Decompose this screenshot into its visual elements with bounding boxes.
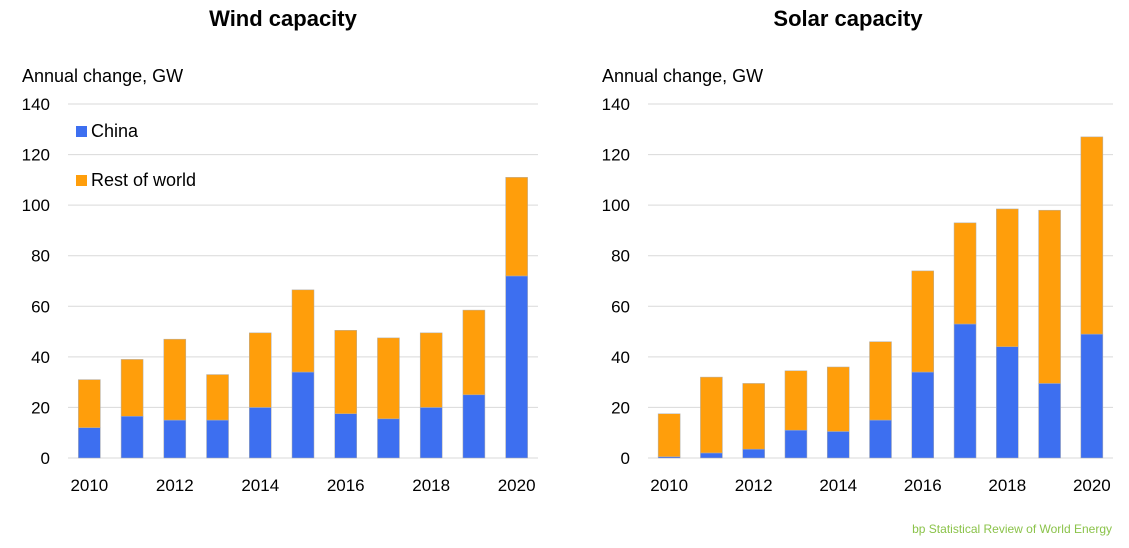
y-tick-label: 80 (611, 247, 630, 266)
bar-china (163, 419, 187, 459)
bar-rest-of-world (249, 332, 272, 408)
bar-rest-of-world (869, 341, 892, 421)
bar-rest-of-world (1038, 209, 1061, 384)
bar-china (462, 394, 486, 459)
y-tick-label: 140 (22, 95, 50, 114)
bar-rest-of-world (291, 289, 315, 373)
y-tick-label: 100 (22, 196, 50, 215)
bar-rest-of-world (911, 270, 935, 373)
y-tick-label: 0 (41, 449, 50, 468)
bar-rest-of-world (953, 222, 977, 325)
wind-capacity-panel: Wind capacity Annual change, GW 0 20 40 60 80 1… (22, 6, 538, 495)
bar-rest-of-world (206, 374, 229, 421)
bar-china (826, 431, 850, 459)
bar-rest-of-world (78, 379, 101, 428)
bar-china (953, 323, 977, 459)
x-tick-label: 2016 (904, 476, 942, 495)
x-tick-label: 2014 (241, 476, 279, 495)
bar-rest-of-world (462, 309, 486, 396)
bar-china (78, 427, 101, 459)
bar-rest-of-world (334, 330, 357, 414)
bar-china (505, 275, 528, 459)
bar-china (291, 371, 315, 459)
bar-rest-of-world (505, 177, 528, 277)
y-tick-label: 80 (31, 247, 50, 266)
y-tick-label: 120 (22, 146, 50, 165)
bar-china (206, 419, 229, 459)
bar-china (249, 407, 272, 459)
y-tick-label: 120 (602, 146, 630, 165)
x-tick-label: 2016 (327, 476, 365, 495)
bar-china (784, 429, 808, 459)
bar-china (419, 407, 443, 459)
y-tick-label: 40 (611, 348, 630, 367)
x-tick-label: 2010 (650, 476, 688, 495)
bar-rest-of-world (1080, 136, 1104, 335)
y-tick-label: 20 (611, 398, 630, 417)
bar-rest-of-world (996, 208, 1019, 347)
bar-rest-of-world (419, 332, 443, 408)
y-tick-label: 0 (621, 449, 630, 468)
bar-rest-of-world (163, 338, 187, 421)
bar-china (1080, 333, 1104, 459)
bar-china (911, 371, 935, 459)
legend-label: Rest of world (91, 170, 196, 190)
bar-china (996, 346, 1019, 459)
bar-china (334, 413, 357, 459)
bar-rest-of-world (700, 376, 723, 454)
y-tick-label: 40 (31, 348, 50, 367)
bar-rest-of-world (784, 370, 808, 431)
y-tick-label: 60 (611, 297, 630, 316)
y-axis-label: Annual change, GW (602, 66, 763, 86)
x-tick-label: 2018 (412, 476, 450, 495)
y-tick-label: 140 (602, 95, 630, 114)
bar-rest-of-world (826, 366, 850, 432)
bar-rest-of-world (742, 383, 765, 450)
x-tick-label: 2012 (735, 476, 773, 495)
bar-china (377, 418, 400, 459)
y-tick-label: 100 (602, 196, 630, 215)
bar-china (1038, 383, 1061, 459)
legend-label: China (91, 121, 139, 141)
y-tick-label: 20 (31, 398, 50, 417)
source-note: bp Statistical Review of World Energy (912, 522, 1112, 536)
x-tick-label: 2018 (988, 476, 1026, 495)
bar-rest-of-world (657, 413, 681, 457)
x-tick-label: 2020 (1073, 476, 1111, 495)
bar-china (700, 452, 723, 459)
bar-rest-of-world (377, 337, 400, 420)
legend-swatch-china (76, 126, 87, 137)
chart-title: Solar capacity (773, 6, 923, 31)
x-tick-label: 2010 (70, 476, 108, 495)
bar-china (120, 416, 144, 459)
x-tick-label: 2012 (156, 476, 194, 495)
chart-title: Wind capacity (209, 6, 357, 31)
bar-rest-of-world (120, 359, 144, 417)
bar-china (869, 419, 892, 459)
y-axis-label: Annual change, GW (22, 66, 183, 86)
solar-capacity-panel: Solar capacity Annual change, GW 0 20 40 60 80… (602, 6, 1113, 495)
x-tick-label: 2020 (498, 476, 536, 495)
legend-swatch-rest-of-world (76, 175, 87, 186)
bar-china (742, 448, 765, 459)
x-tick-label: 2014 (819, 476, 857, 495)
y-tick-label: 60 (31, 297, 50, 316)
